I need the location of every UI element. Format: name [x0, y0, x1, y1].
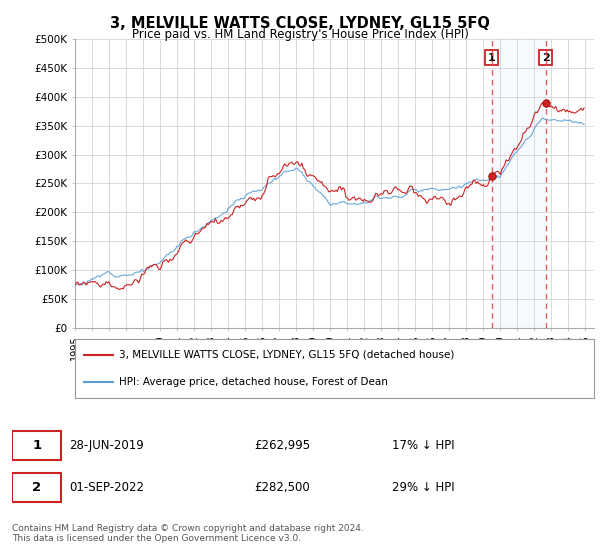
Text: 2: 2 — [542, 53, 550, 63]
Text: Price paid vs. HM Land Registry's House Price Index (HPI): Price paid vs. HM Land Registry's House … — [131, 28, 469, 41]
FancyBboxPatch shape — [12, 431, 61, 460]
Text: HPI: Average price, detached house, Forest of Dean: HPI: Average price, detached house, Fore… — [119, 377, 388, 387]
Bar — [492, 39, 546, 328]
Text: 29% ↓ HPI: 29% ↓ HPI — [392, 480, 455, 494]
Text: £262,995: £262,995 — [254, 438, 310, 452]
Text: 1: 1 — [32, 438, 41, 452]
FancyBboxPatch shape — [12, 473, 61, 502]
Text: £282,500: £282,500 — [254, 480, 310, 494]
Point — [541, 99, 551, 108]
Text: 2: 2 — [32, 480, 41, 494]
Text: 3, MELVILLE WATTS CLOSE, LYDNEY, GL15 5FQ (detached house): 3, MELVILLE WATTS CLOSE, LYDNEY, GL15 5F… — [119, 349, 454, 360]
Text: 01-SEP-2022: 01-SEP-2022 — [70, 480, 145, 494]
Text: Contains HM Land Registry data © Crown copyright and database right 2024.
This d: Contains HM Land Registry data © Crown c… — [12, 524, 364, 543]
Text: 3, MELVILLE WATTS CLOSE, LYDNEY, GL15 5FQ: 3, MELVILLE WATTS CLOSE, LYDNEY, GL15 5F… — [110, 16, 490, 31]
Point — [487, 171, 497, 180]
Text: 28-JUN-2019: 28-JUN-2019 — [70, 438, 145, 452]
Text: 1: 1 — [488, 53, 496, 63]
Text: 17% ↓ HPI: 17% ↓ HPI — [392, 438, 455, 452]
